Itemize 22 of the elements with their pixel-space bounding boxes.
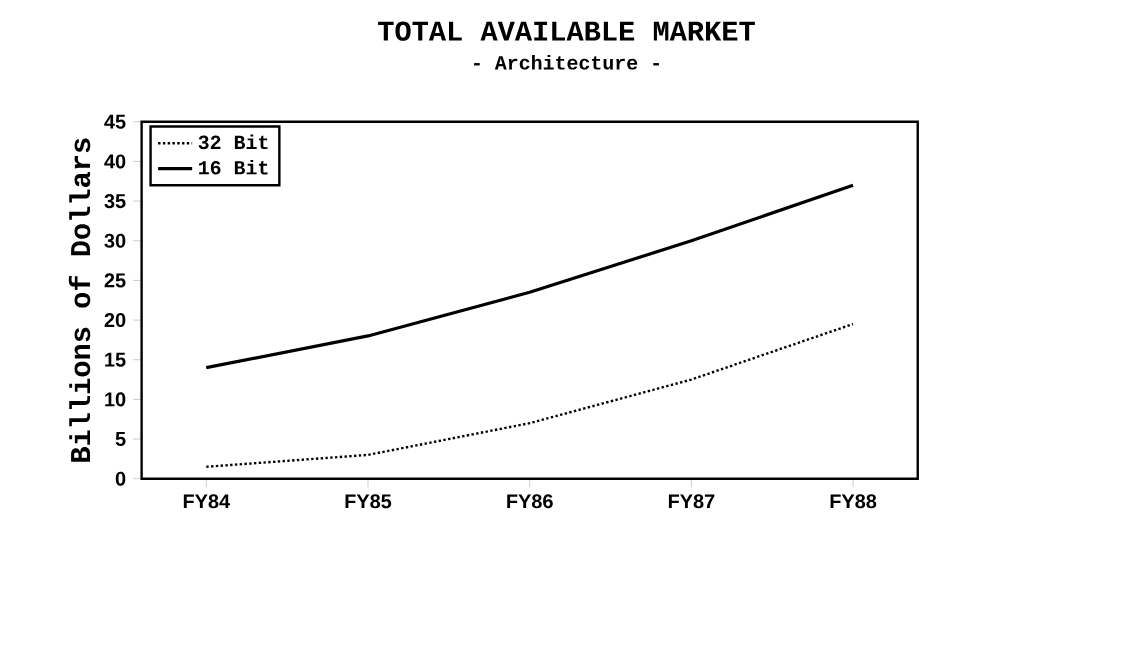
legend-label: 16 Bit bbox=[199, 159, 268, 175]
y-axis-title: Billions of Dollars bbox=[68, 138, 91, 462]
chart-title: TOTAL AVAILABLE MARKET bbox=[378, 21, 755, 41]
y-tick-label: 40 bbox=[104, 154, 126, 169]
y-tick-label: 45 bbox=[104, 114, 126, 129]
y-tick-label: 15 bbox=[105, 352, 126, 367]
legend-label: 32 Bit bbox=[198, 134, 268, 150]
y-tick-label: 35 bbox=[104, 194, 126, 209]
x-tick-label: FY85 bbox=[345, 494, 392, 509]
y-tick-label: 10 bbox=[105, 392, 126, 407]
line-series bbox=[204, 183, 855, 370]
x-tick-label: FY88 bbox=[830, 494, 877, 509]
y-tick-label: 20 bbox=[104, 313, 126, 328]
y-tick-label: 5 bbox=[115, 432, 126, 447]
x-tick-label: FY84 bbox=[183, 494, 230, 509]
x-tick-label: FY87 bbox=[668, 494, 715, 509]
x-tick-label: FY86 bbox=[507, 494, 553, 509]
y-tick-label: 30 bbox=[104, 233, 126, 248]
chart-subtitle: - Architecture - bbox=[474, 55, 659, 70]
y-tick-label: 0 bbox=[115, 471, 126, 486]
line-series bbox=[205, 322, 855, 469]
y-tick-label: 25 bbox=[104, 273, 126, 288]
